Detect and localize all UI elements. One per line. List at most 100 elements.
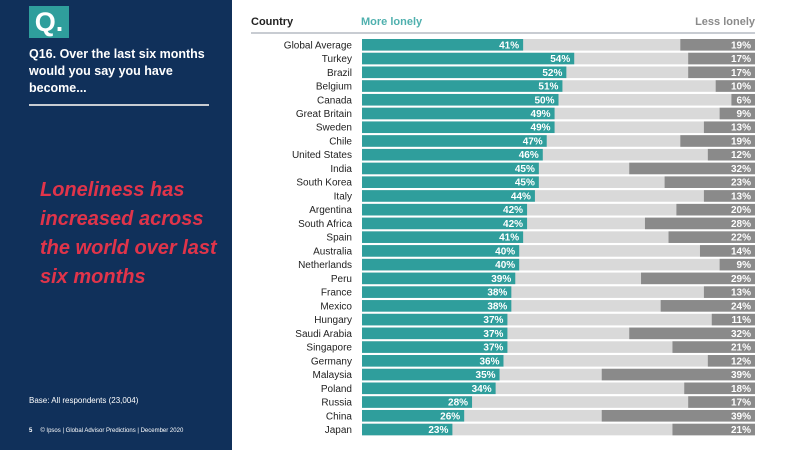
- less-lonely-bar: [668, 231, 755, 243]
- less-lonely-bar: [641, 272, 755, 285]
- country-label: Sweden: [316, 123, 352, 134]
- neutral-bar: [362, 245, 755, 257]
- more-lonely-bar: [362, 190, 535, 202]
- more-lonely-value-label: 38%: [487, 301, 507, 312]
- less-lonely-value-label: 39%: [731, 370, 751, 381]
- country-label: Japan: [325, 425, 352, 436]
- less-lonely-value-label: 18%: [731, 384, 751, 395]
- more-lonely-value-label: 23%: [428, 425, 448, 436]
- more-lonely-value-label: 40%: [495, 246, 515, 257]
- sidebar-divider: [29, 104, 209, 106]
- less-lonely-bar: [644, 217, 755, 230]
- more-lonely-value-label: 38%: [487, 288, 507, 299]
- more-lonely-value-label: 45%: [515, 164, 535, 175]
- country-label: Brazil: [327, 68, 352, 79]
- country-label: Global Average: [284, 40, 353, 51]
- less-lonely-value-label: 32%: [731, 329, 751, 340]
- less-lonely-bar: [660, 300, 755, 312]
- headline: Loneliness has increased across the worl…: [40, 179, 217, 288]
- legend-less-lonely: Less lonely: [695, 16, 755, 28]
- country-label: Turkey: [322, 54, 352, 65]
- less-lonely-bar: [707, 148, 755, 161]
- country-label: Great Britain: [296, 109, 352, 120]
- country-label: Italy: [334, 191, 352, 202]
- neutral-bar: [362, 396, 755, 408]
- country-label: Hungary: [314, 315, 352, 326]
- more-lonely-bar: [362, 93, 559, 106]
- less-lonely-bar: [672, 423, 755, 436]
- neutral-bar: [362, 355, 755, 367]
- less-lonely-bar: [680, 135, 755, 147]
- less-lonely-value-label: 17%: [731, 68, 751, 79]
- less-lonely-bar: [703, 286, 755, 298]
- less-lonely-value-label: 13%: [731, 123, 751, 134]
- less-lonely-value-label: 12%: [731, 150, 751, 161]
- less-lonely-value-label: 13%: [731, 288, 751, 299]
- less-lonely-value-label: 6%: [737, 95, 752, 106]
- neutral-bar: [362, 162, 755, 175]
- more-lonely-value-label: 37%: [483, 329, 503, 340]
- more-lonely-value-label: 41%: [499, 233, 519, 244]
- country-label: Australia: [313, 246, 352, 257]
- more-lonely-value-label: 47%: [523, 136, 543, 147]
- country-label: Russia: [321, 398, 352, 409]
- q-badge: Q.: [29, 6, 69, 38]
- neutral-bar: [362, 203, 755, 216]
- more-lonely-bar: [362, 313, 508, 326]
- less-lonely-value-label: 12%: [731, 356, 751, 367]
- less-lonely-value-label: 19%: [731, 40, 751, 51]
- less-lonely-bar: [703, 190, 755, 202]
- more-lonely-bar: [362, 217, 528, 230]
- less-lonely-value-label: 39%: [731, 411, 751, 422]
- more-lonely-bar: [362, 231, 524, 243]
- more-lonely-bar: [362, 258, 520, 271]
- less-lonely-value-label: 11%: [732, 315, 752, 326]
- neutral-bar: [362, 39, 755, 51]
- more-lonely-bar: [362, 162, 539, 175]
- more-lonely-bar: [362, 396, 473, 408]
- less-lonely-bar: [664, 176, 755, 188]
- country-label: India: [330, 164, 352, 175]
- neutral-bar: [362, 286, 755, 298]
- neutral-bar: [362, 148, 755, 161]
- neutral-bar: [362, 300, 755, 312]
- more-lonely-value-label: 40%: [495, 260, 515, 271]
- country-label: Poland: [321, 384, 352, 395]
- more-lonely-value-label: 44%: [511, 191, 531, 202]
- less-lonely-bar: [719, 107, 755, 120]
- more-lonely-value-label: 34%: [472, 384, 492, 395]
- legend-more-lonely: More lonely: [361, 16, 423, 28]
- neutral-bar: [362, 190, 755, 202]
- neutral-bar: [362, 135, 755, 147]
- less-lonely-value-label: 9%: [737, 260, 752, 271]
- more-lonely-bar: [362, 135, 547, 147]
- more-lonely-value-label: 37%: [483, 315, 503, 326]
- less-lonely-bar: [719, 258, 755, 271]
- country-label: Argentina: [309, 205, 352, 216]
- country-label: United States: [292, 150, 352, 161]
- less-lonely-value-label: 21%: [731, 343, 751, 354]
- more-lonely-value-label: 37%: [483, 343, 503, 354]
- country-label: Mexico: [320, 301, 352, 312]
- country-label: Saudi Arabia: [295, 329, 352, 340]
- less-lonely-bar: [688, 52, 755, 65]
- more-lonely-value-label: 51%: [538, 82, 558, 93]
- footer-text: © Ipsos | Global Advisor Predictions | D…: [40, 428, 184, 434]
- more-lonely-bar: [362, 121, 555, 134]
- more-lonely-value-label: 28%: [448, 398, 468, 409]
- less-lonely-bar: [629, 162, 755, 175]
- more-lonely-bar: [362, 66, 567, 79]
- neutral-bar: [362, 121, 755, 134]
- less-lonely-value-label: 17%: [731, 54, 751, 65]
- less-lonely-value-label: 10%: [731, 82, 751, 93]
- less-lonely-bar: [601, 409, 755, 422]
- less-lonely-value-label: 24%: [731, 301, 751, 312]
- more-lonely-bar: [362, 39, 524, 51]
- country-label: South Africa: [298, 219, 352, 230]
- more-lonely-bar: [362, 368, 500, 381]
- more-lonely-value-label: 49%: [531, 109, 551, 120]
- more-lonely-value-label: 39%: [491, 274, 511, 285]
- more-lonely-value-label: 35%: [476, 370, 496, 381]
- less-lonely-bar: [680, 39, 755, 51]
- country-label: Peru: [331, 274, 352, 285]
